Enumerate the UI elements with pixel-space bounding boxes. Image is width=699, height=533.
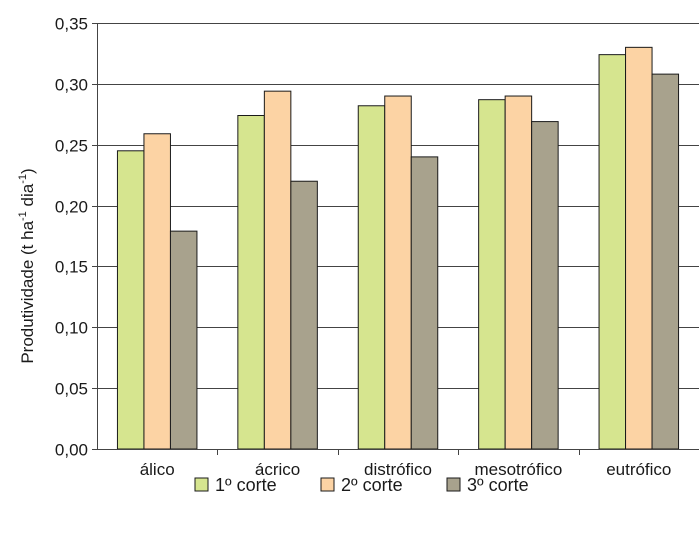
bar-2 xyxy=(384,95,412,450)
y-tick-label: 0,00 xyxy=(55,441,88,460)
legend-swatch xyxy=(194,477,209,492)
bar-1 xyxy=(357,105,386,450)
y-tick-label: 0,35 xyxy=(55,15,88,34)
legend-label: 2º corte xyxy=(341,475,403,495)
legend-swatch xyxy=(320,477,335,492)
legend-label: 1º corte xyxy=(215,475,277,495)
bar-3 xyxy=(651,73,680,450)
bar-3 xyxy=(531,121,559,450)
axes xyxy=(97,23,699,455)
legend-swatch xyxy=(446,477,461,492)
y-tick-label: 0,05 xyxy=(55,380,88,399)
legend-label: 3º corte xyxy=(467,475,529,495)
y-tick-labels: 0,00 0,05 0,10 0,15 0,20 0,25 0,30 0,35 xyxy=(55,15,97,460)
x-tick-labels: álico ácrico distrófico mesotrófico eutrófic… xyxy=(140,460,672,479)
x-tick-label: mesotrófico xyxy=(474,460,562,479)
bar-2 xyxy=(263,90,292,450)
bar-1 xyxy=(116,150,145,450)
x-tick-label: álico xyxy=(140,460,175,479)
bar-1 xyxy=(237,115,265,450)
y-axis-title: Produtividade (t ha-1 dia-1) xyxy=(17,168,37,363)
bar-3 xyxy=(410,156,439,450)
bar-3 xyxy=(290,180,318,450)
bar-1 xyxy=(478,99,506,450)
y-tick-label: 0,15 xyxy=(55,258,88,277)
y-tick-label: 0,25 xyxy=(55,137,88,156)
bar-3 xyxy=(169,230,198,450)
bar-2 xyxy=(143,133,171,450)
bar-1 xyxy=(598,54,627,450)
x-tick-label: eutrófico xyxy=(606,460,671,479)
x-tick-label: ácrico xyxy=(255,460,300,479)
bars xyxy=(116,46,680,450)
y-tick-label: 0,30 xyxy=(55,76,88,95)
y-tick-label: 0,20 xyxy=(55,198,88,217)
legend: 1º corte 2º corte 3º corte xyxy=(194,475,529,495)
bar-2 xyxy=(504,95,533,450)
y-tick-label: 0,10 xyxy=(55,319,88,338)
bar-2 xyxy=(625,46,653,450)
x-tick-label: distrófico xyxy=(364,460,432,479)
